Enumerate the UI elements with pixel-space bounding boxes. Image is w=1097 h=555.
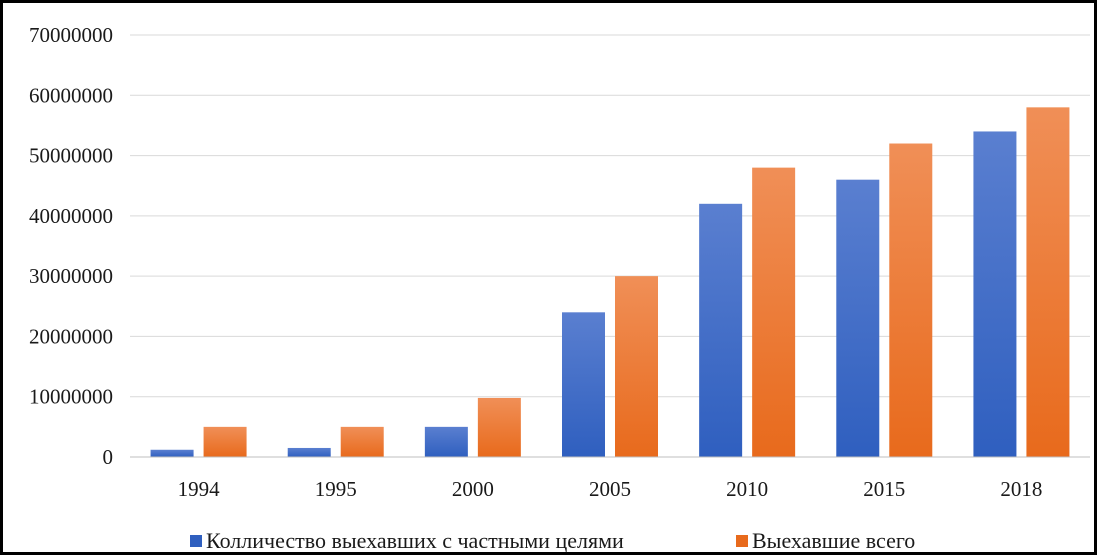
bar-private-trips-2000 [424,426,468,457]
legend-swatch-private-trips [190,535,202,547]
bar-private-trips-2010 [699,203,743,457]
bar-total-departures-2005 [615,276,658,457]
y-tick-label: 70000000 [29,23,113,47]
y-axis-ticks: 0 10000000 20000000 30000000 40000000 5000000… [29,23,113,469]
bar-total-departures-1995 [340,426,384,457]
x-axis-ticks: 1994 1995 2000 2005 2010 2015 2018 [178,477,1043,501]
x-tick-label: 2015 [863,477,905,501]
bars [150,107,1070,457]
bar-private-trips-2005 [562,312,605,457]
bar-private-trips-2018 [973,131,1017,457]
bar-total-departures-1994 [203,426,247,457]
bar-total-departures-2015 [889,143,933,457]
bar-private-trips-1995 [287,447,331,457]
legend-label-private-trips: Колличество выехавших с частными целями [206,528,624,553]
x-tick-label: 1995 [315,477,357,501]
y-tick-label: 50000000 [29,144,113,168]
gridlines [130,34,1090,398]
x-tick-label: 2010 [726,477,768,501]
bar-private-trips-2015 [836,179,880,457]
x-tick-label: 2018 [1000,477,1042,501]
y-tick-label: 60000000 [29,83,113,107]
legend-label-total-departures: Выехавшие всего [752,528,915,553]
x-tick-label: 2000 [452,477,494,501]
y-tick-label: 40000000 [29,204,113,228]
x-tick-label: 1994 [178,477,221,501]
bar-private-trips-1994 [150,449,194,457]
x-tick-label: 2005 [589,477,631,501]
legend-swatch-total-departures [736,535,748,547]
bar-total-departures-2018 [1026,107,1070,457]
bar-total-departures-2000 [477,397,521,457]
y-tick-label: 10000000 [29,385,113,409]
y-tick-label: 20000000 [29,324,113,348]
bar-total-departures-2010 [752,167,796,457]
y-tick-label: 30000000 [29,264,113,288]
y-tick-label: 0 [103,445,114,469]
legend: Колличество выехавших с частными целями … [190,528,915,553]
